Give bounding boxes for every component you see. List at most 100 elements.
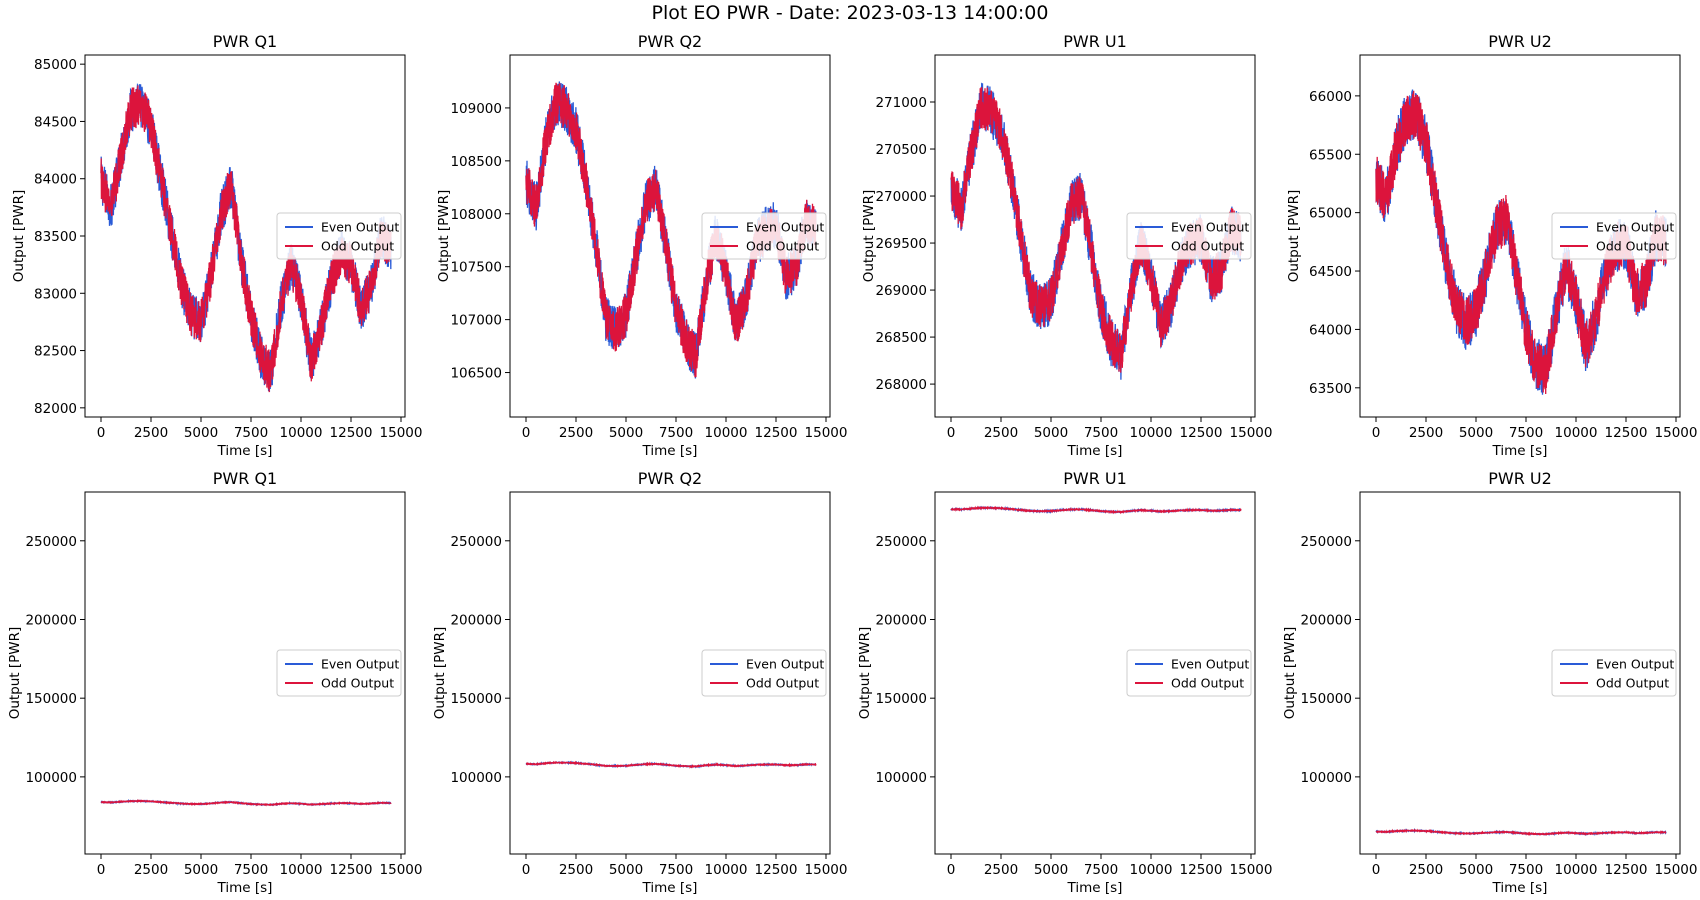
x-tick-label: 15000	[805, 862, 848, 878]
y-axis-label: Output [PWR]	[11, 190, 27, 283]
x-tick-label: 2500	[559, 425, 593, 441]
x-axis-label: Time [s]	[217, 443, 273, 459]
subplot-3: PWR U1 0 2500 5000 7500 10000 12500 15000 268000…	[861, 32, 1272, 459]
y-tick-label: 200000	[25, 612, 77, 628]
subplot-5: PWR Q1 0 2500 5000 7500 10000 12500 15000 100000…	[7, 469, 422, 896]
subplot-2: PWR Q2 0 2500 5000 7500 10000 12500 15000 106500…	[436, 32, 847, 459]
legend-box	[1126, 649, 1252, 697]
axes-frame	[1359, 54, 1681, 418]
y-tick-label: 106500	[450, 366, 502, 382]
y-tick-label: 82000	[34, 401, 77, 417]
x-tick-label: 15000	[1655, 862, 1698, 878]
axes-frame	[934, 54, 1256, 418]
subplot-title: PWR Q2	[638, 469, 702, 488]
subplot-title: PWR Q2	[638, 32, 702, 51]
subplot-title: PWR U2	[1488, 32, 1552, 51]
x-tick-label: 0	[522, 862, 531, 878]
x-tick-label: 5000	[1034, 862, 1068, 878]
x-tick-label: 5000	[1459, 862, 1493, 878]
legend-label: Even Output	[321, 657, 399, 672]
y-tick-label: 250000	[1300, 534, 1352, 550]
x-tick-label: 15000	[380, 425, 423, 441]
y-tick-label: 269500	[875, 236, 927, 252]
subplot-4: PWR U2 0 2500 5000 7500 10000 12500 15000 63500 6…	[1286, 32, 1697, 459]
y-axis-label: Output [PWR]	[7, 627, 23, 720]
y-tick-label: 84000	[34, 172, 77, 188]
y-axis-label: Output [PWR]	[1286, 190, 1302, 283]
y-tick-label: 63500	[1309, 381, 1352, 397]
x-tick-label: 0	[522, 425, 531, 441]
subplot-7: PWR U1 0 2500 5000 7500 10000 12500 15000 100000…	[857, 469, 1272, 896]
legend-label: Odd Output	[746, 239, 819, 254]
x-tick-label: 0	[947, 425, 956, 441]
y-tick-label: 65500	[1309, 147, 1352, 163]
x-axis-label: Time [s]	[1492, 880, 1548, 896]
x-tick-label: 10000	[1555, 425, 1598, 441]
y-tick-label: 150000	[1300, 691, 1352, 707]
subplot-title: PWR U2	[1488, 469, 1552, 488]
y-tick-label: 200000	[450, 612, 502, 628]
y-axis-label: Output [PWR]	[857, 627, 873, 720]
legend-label: Even Output	[746, 220, 824, 235]
y-tick-label: 250000	[875, 534, 927, 550]
series-line-odd	[100, 799, 392, 807]
x-tick-label: 10000	[280, 425, 323, 441]
x-tick-label: 5000	[1034, 425, 1068, 441]
legend: Even Output Odd Output	[276, 212, 402, 260]
y-tick-label: 150000	[25, 691, 77, 707]
x-tick-label: 2500	[984, 862, 1018, 878]
y-tick-label: 250000	[450, 534, 502, 550]
x-tick-label: 2500	[1409, 425, 1443, 441]
y-tick-label: 268000	[875, 377, 927, 393]
y-tick-label: 200000	[1300, 612, 1352, 628]
legend: Even Output Odd Output	[1126, 212, 1252, 260]
legend-box	[701, 212, 827, 260]
legend-label: Odd Output	[321, 239, 394, 254]
x-tick-label: 15000	[1230, 425, 1273, 441]
subplot-6: PWR Q2 0 2500 5000 7500 10000 12500 15000 100000…	[432, 469, 847, 896]
legend-box	[1551, 649, 1677, 697]
subplot-1: PWR Q1 0 2500 5000 7500 10000 12500 15000 82000 8…	[11, 32, 422, 459]
y-tick-label: 85000	[34, 57, 77, 73]
figure-title: Plot EO PWR - Date: 2023-03-13 14:00:00	[651, 2, 1049, 24]
x-tick-label: 7500	[1509, 425, 1543, 441]
y-tick-label: 108000	[450, 207, 502, 223]
legend: Even Output Odd Output	[701, 649, 827, 697]
legend-label: Odd Output	[1596, 676, 1669, 691]
x-tick-label: 15000	[380, 862, 423, 878]
x-axis-label: Time [s]	[1067, 443, 1123, 459]
y-tick-label: 107000	[450, 313, 502, 329]
y-axis-label: Output [PWR]	[861, 190, 877, 283]
legend-label: Even Output	[321, 220, 399, 235]
y-tick-label: 107500	[450, 260, 502, 276]
x-tick-label: 10000	[1130, 425, 1173, 441]
series-line-odd	[100, 85, 392, 393]
x-tick-label: 7500	[1084, 425, 1118, 441]
x-tick-label: 0	[97, 425, 106, 441]
legend-label: Odd Output	[1171, 676, 1244, 691]
legend-box	[276, 212, 402, 260]
series-line-odd	[1375, 828, 1667, 837]
y-axis-label: Output [PWR]	[1282, 627, 1298, 720]
legend: Even Output Odd Output	[1551, 649, 1677, 697]
legend-label: Even Output	[1596, 657, 1674, 672]
x-tick-label: 7500	[234, 425, 268, 441]
y-tick-label: 250000	[25, 534, 77, 550]
axes-frame	[509, 491, 831, 855]
x-tick-label: 5000	[609, 425, 643, 441]
x-tick-label: 7500	[659, 425, 693, 441]
x-tick-label: 5000	[609, 862, 643, 878]
x-tick-label: 2500	[134, 425, 168, 441]
legend-label: Even Output	[1171, 220, 1249, 235]
x-tick-label: 15000	[805, 425, 848, 441]
x-tick-label: 12500	[755, 425, 798, 441]
x-tick-label: 10000	[1555, 862, 1598, 878]
x-tick-label: 7500	[659, 862, 693, 878]
y-tick-label: 65000	[1309, 206, 1352, 222]
legend-label: Odd Output	[1171, 239, 1244, 254]
subplot-8: PWR U2 0 2500 5000 7500 10000 12500 15000 100000…	[1282, 469, 1697, 896]
x-tick-label: 0	[1372, 862, 1381, 878]
series-line-odd	[525, 760, 817, 769]
x-tick-label: 0	[947, 862, 956, 878]
